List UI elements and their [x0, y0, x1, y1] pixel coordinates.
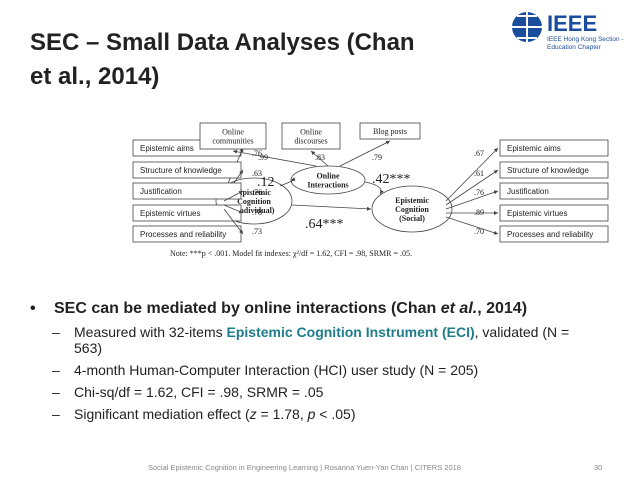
loading-arrow: [310, 150, 329, 167]
loading: .63: [252, 169, 262, 178]
footer: Social Epistemic Cognition in Engineerin…: [148, 463, 461, 472]
logo-line: Education Chapter: [547, 44, 602, 51]
sem-diagram: EpistemicCognition(Individual)OnlineInte…: [132, 122, 609, 258]
indicator-label: Epistemic aims: [507, 144, 561, 153]
loading: .83: [315, 153, 325, 162]
sub-bullet: Measured with 32-items Epistemic Cogniti…: [30, 324, 574, 356]
loading: .76: [252, 188, 262, 197]
sub-bullet: Chi-sq/df = 1.62, CFI = .98, SRMR = .05: [30, 384, 620, 400]
diagram-note: Note: ***p < .001. Model fit indexes: χ²…: [170, 249, 412, 258]
loading-arrow: [223, 208, 244, 235]
latent-label: Epistemic: [395, 196, 429, 205]
bullet-list: SEC can be mediated by online interactio…: [30, 300, 620, 422]
latent-label: Online: [316, 172, 340, 181]
loading-arrow: [223, 190, 244, 202]
loading: .73: [252, 227, 262, 236]
logo-globe: [512, 12, 542, 42]
indicator-label: discourses: [294, 137, 327, 146]
indicator-box: [499, 139, 609, 157]
indicator-label: Structure of knowledge: [140, 166, 222, 175]
loading-arrow: [445, 169, 499, 206]
loading: .78: [252, 208, 262, 217]
latent-label: Interactions: [307, 181, 348, 190]
loading-arrow: [232, 149, 317, 167]
latent-label: Epistemic: [237, 188, 271, 197]
indicator-label: Epistemic aims: [140, 144, 194, 153]
indicator-box: [199, 122, 267, 150]
loading: .70: [474, 227, 484, 236]
loading: .76: [252, 149, 262, 158]
text-run: Chi-sq/df = 1.62, CFI = .98, SRMR = .05: [74, 384, 324, 400]
loading: .99: [258, 153, 268, 162]
path-arrow: [291, 204, 372, 211]
latent-label: (Individual): [234, 206, 275, 215]
indicator-label: Online: [300, 128, 322, 137]
main-bullet: SEC can be mediated by online interactio…: [30, 300, 620, 318]
path-coef: .64***: [305, 217, 344, 232]
text-run: , 2014): [477, 300, 528, 317]
indicator-label: Processes and reliability: [140, 230, 226, 239]
diagram-group: EpistemicCognition(Individual)OnlineInte…: [132, 122, 609, 258]
text-run: Epistemic Cognition Instrument (ECI): [226, 324, 475, 340]
indicator-label: Structure of knowledge: [507, 166, 589, 175]
text-run: SEC can be mediated by online interactio…: [54, 300, 441, 317]
text-run: Significant mediation effect (: [74, 406, 250, 422]
latent-ellipse: [371, 185, 453, 233]
loading: .76: [474, 188, 484, 197]
text-run: < .05): [315, 406, 356, 422]
loading: .79: [372, 153, 382, 162]
indicator-box: [499, 182, 609, 200]
sub-bullets: Measured with 32-items Epistemic Cogniti…: [30, 324, 620, 422]
indicator-box: [359, 122, 421, 140]
indicator-box: [499, 161, 609, 179]
text-run: = 1.78,: [256, 406, 308, 422]
indicator-label: Epistemic virtues: [140, 209, 200, 218]
indicator-label: Justification: [507, 187, 549, 196]
text-run: , validated (N = 563): [74, 324, 570, 356]
indicator-box: [281, 122, 341, 150]
path-coef: .12: [257, 175, 275, 190]
text-run: 4-month Human-Computer Interaction (HCI)…: [74, 362, 479, 378]
indicator-box: [499, 225, 609, 243]
sub-bullet: 4-month Human-Computer Interaction (HCI)…: [30, 362, 620, 378]
latent-label: Cognition: [237, 197, 271, 206]
text-run: z: [249, 406, 257, 422]
sub-bullet: Significant mediation effect (z = 1.78, …: [30, 406, 620, 422]
loading: .67: [474, 149, 484, 158]
indicator-label: Online: [222, 128, 244, 137]
path-arrow: [364, 181, 384, 195]
page-number: 30: [594, 463, 603, 472]
latent-label: Cognition: [395, 205, 429, 214]
loading: .61: [474, 169, 484, 178]
loading: .89: [474, 208, 484, 217]
text-run: et al.: [440, 300, 478, 317]
loading-arrow: [445, 216, 499, 235]
logo-line: IEEE Hong Kong Section -: [547, 36, 624, 43]
slide-title: SEC – Small Data Analyses (Chan et al., …: [30, 29, 415, 90]
indicator-label: communities: [212, 137, 253, 146]
text-run: p: [307, 406, 316, 422]
latent-label: (Social): [399, 214, 425, 223]
loading-arrow: [339, 140, 391, 167]
text-run: Measured with 32-items: [74, 324, 227, 340]
path-coef: .42***: [372, 172, 411, 187]
indicator-box: [499, 204, 609, 222]
indicator-label: Justification: [140, 187, 182, 196]
loading-arrow: [223, 204, 244, 214]
indicator-label: Processes and reliability: [507, 230, 593, 239]
path-arrow: [279, 177, 296, 187]
indicator-label: Epistemic virtues: [507, 209, 567, 218]
indicator-label: Blog posts: [373, 127, 407, 136]
ieee-logo: IEEE IEEE Hong Kong Section - Education …: [512, 11, 624, 51]
loading-arrow: [445, 190, 499, 210]
logo-name: IEEE: [547, 11, 597, 36]
loading-arrow: [445, 147, 499, 202]
